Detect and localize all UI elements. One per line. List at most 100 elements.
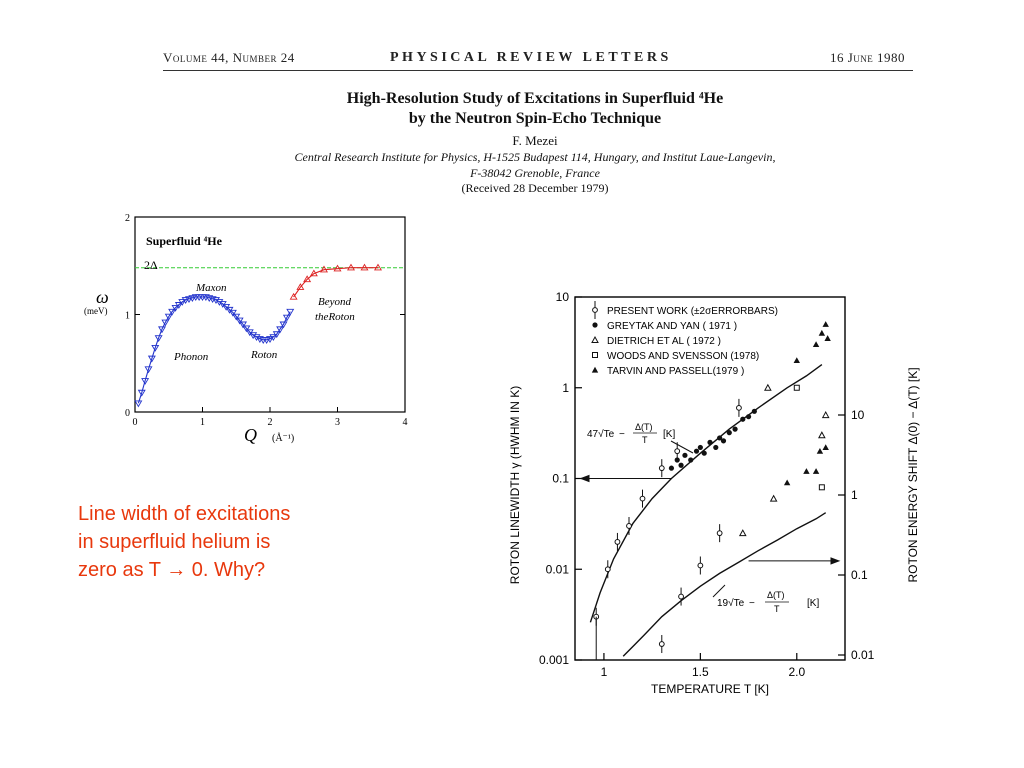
greytak-yan-point <box>592 322 598 328</box>
phonon-data-point <box>151 344 160 352</box>
x-axis-label: Q <box>244 425 257 445</box>
fit1-prefix: 47√Te <box>587 428 615 440</box>
y-axis-label: ω <box>96 287 109 307</box>
greytak-yan-point <box>745 414 752 420</box>
greytak-yan-point <box>701 450 707 456</box>
roton-data-point <box>303 275 312 283</box>
svg-text:−: − <box>619 429 625 440</box>
present-work-point <box>626 523 632 529</box>
fit2-frac-den: T <box>774 604 780 614</box>
phonon-data-point <box>171 304 180 312</box>
tarvin-passell-point <box>803 468 810 474</box>
lw-y-tick-right-label: 10 <box>851 408 865 422</box>
phonon-data-point <box>147 355 156 363</box>
phonon-data-point <box>262 337 271 344</box>
greytak-yan-point <box>717 435 723 441</box>
fit1-label: 47√Te − Δ(T) T [K] <box>587 422 675 445</box>
phonon-data-point <box>266 336 274 343</box>
lw-x-tick-label: 2.0 <box>788 665 805 679</box>
dispersion-chart: 0 1 2 3 4 0 1 2 Superfluid ⁴He 2Δ ω (meV) Q (Å⁻… <box>84 213 408 445</box>
y-tick-label: 2 <box>125 213 130 224</box>
present-work-point <box>697 562 704 569</box>
greytak-yan-point <box>668 465 675 471</box>
tarvin-passell-point <box>783 479 791 486</box>
roton-data-point <box>289 292 298 300</box>
fit2-unit: [K] <box>807 598 819 609</box>
phonon-data-point <box>144 366 153 374</box>
phonon-data-point <box>286 308 295 316</box>
x-tick-label: 1 <box>200 417 205 428</box>
beyond-roton-curve <box>293 267 378 298</box>
roton-data-point <box>309 269 318 277</box>
phonon-data-point <box>161 319 170 327</box>
y-tick-label: 1 <box>125 311 130 322</box>
tarvin-passell-point <box>818 329 826 336</box>
dietrich-point <box>818 431 826 439</box>
dietrich-point <box>769 494 778 502</box>
phonon-data-point <box>279 321 288 329</box>
lw-y-tick-label: 0.001 <box>539 653 569 667</box>
greytak-yan-point <box>732 426 738 432</box>
phonon-data-point <box>282 314 291 322</box>
greytak-yan-point <box>693 448 700 454</box>
phonon-data-point <box>185 296 193 303</box>
tarvin-passell-point <box>816 447 824 454</box>
phonon-data-point <box>168 308 177 316</box>
phonon-label: Phonon <box>173 351 209 363</box>
greytak-yan-point <box>720 438 727 444</box>
present-work-point <box>716 530 723 537</box>
y-axis-unit: (meV) <box>84 306 108 316</box>
woods-svensson-point <box>592 352 598 358</box>
x-axis-unit: (Å⁻¹) <box>272 432 294 444</box>
greytak-yan-point <box>740 416 746 422</box>
phonon-data-point <box>178 299 187 306</box>
present-work-point <box>639 495 646 502</box>
tarvin-passell-point <box>822 444 829 451</box>
greytak-yan-point <box>688 457 694 463</box>
y-tick-label: 0 <box>125 408 130 419</box>
phonon-data-point <box>235 317 244 325</box>
paper-title-line2: by the Neutron Spin-Echo Technique <box>408 110 662 127</box>
fit2-pointer <box>712 584 726 598</box>
phonon-data-point <box>158 326 166 334</box>
greytak-yan-point <box>674 457 680 463</box>
header-journal: PHYSICAL REVIEW LETTERS <box>390 50 672 65</box>
tarvin-passell-point <box>824 335 831 341</box>
linewidth-chart: 1 1.5 2.0 0.001 0.01 0.1 1 10 0.01 0.1 1 10 PRESENT… <box>508 290 920 696</box>
dietrich-point <box>821 411 830 419</box>
lw-x-axis-label: TEMPERATURE T [K] <box>651 682 769 696</box>
phonon-data-point <box>276 326 285 334</box>
roton-data-point <box>360 263 369 271</box>
paper-received: (Received 28 December 1979) <box>461 181 609 195</box>
lw-y-axis-right-label: ROTON ENERGY SHIFT Δ(0) − Δ(T) [K] <box>906 367 920 582</box>
x-tick-label: 3 <box>335 417 340 428</box>
woods-svensson-point <box>818 484 825 491</box>
paper-affiliation-line1: Central Research Institute for Physics, … <box>294 150 776 164</box>
phonon-data-point <box>212 297 220 304</box>
present-work-point <box>592 307 598 313</box>
phonon-data-point <box>232 313 241 321</box>
header-rule <box>163 70 913 71</box>
fit2-label: 19√Te − Δ(T) T [K] <box>717 590 819 614</box>
dispersion-title: Superfluid ⁴He <box>146 234 223 248</box>
phonon-data-point <box>134 400 143 408</box>
phonon-data-point <box>215 299 224 306</box>
roton-data-point <box>296 283 305 290</box>
tarvin-passell-point <box>793 357 800 364</box>
present-work-point <box>678 593 684 600</box>
paper-title-line1: High-Resolution Study of Excitations in … <box>346 90 724 107</box>
greytak-yan-point <box>682 452 688 458</box>
greytak-yan-point <box>751 408 757 414</box>
maxon-label: Maxon <box>195 282 227 294</box>
greytak-yan-point <box>713 444 719 451</box>
legend-entry: WOODS AND SVENSSON (1978) <box>607 351 759 362</box>
roton-label: Roton <box>250 349 278 361</box>
roton-data-point <box>320 265 328 273</box>
legend-entry: DIETRICH ET AL ( 1972 ) <box>607 336 721 347</box>
phonon-data-point <box>269 334 278 342</box>
the-roton-label: theRoton <box>315 311 355 323</box>
x-tick-label: 2 <box>268 417 273 428</box>
tarvin-passell-point <box>812 468 820 474</box>
greytak-yan-point <box>726 430 732 436</box>
woods-svensson-point <box>793 384 800 391</box>
